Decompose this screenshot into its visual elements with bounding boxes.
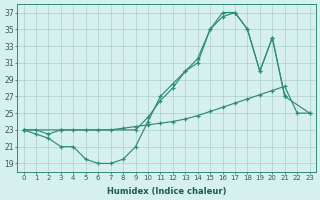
X-axis label: Humidex (Indice chaleur): Humidex (Indice chaleur) <box>107 187 226 196</box>
